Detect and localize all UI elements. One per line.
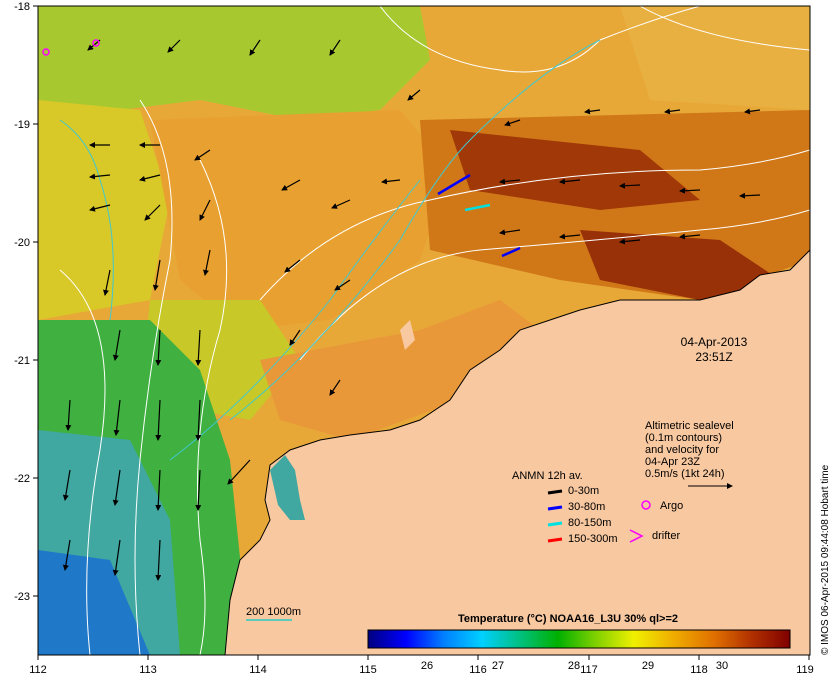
altimetry-line-5: 0.5m/s (1kt 24h) (645, 468, 724, 480)
mooring-arrow-80-150m (464, 203, 491, 212)
sst-green-north (38, 6, 430, 120)
marker-legend: Argo drifter (629, 500, 683, 543)
isobath-label: 200 1000m (246, 606, 301, 618)
colorbar-tick-28: 28 (568, 660, 580, 672)
lon-tick-113: 113 (139, 664, 157, 676)
argo-float-marker-2 (92, 39, 100, 47)
lon-tick-114: 114 (249, 664, 267, 676)
colorbar: Temperature (°C) NOAA16_L3U 30% ql>=2 26… (367, 613, 791, 672)
sst-north-east (620, 6, 810, 110)
lon-tick-112: 112 (29, 664, 47, 676)
isobath-contours (59, 39, 601, 461)
sst-yellow-west (38, 100, 170, 320)
sst-hot-band (450, 130, 700, 210)
land-australia (225, 250, 810, 655)
map-frame (37, 5, 811, 656)
anmn-swatch-150-300m (547, 537, 563, 543)
altimetry-line-1: Altimetric sealevel (645, 420, 734, 432)
colorbar-tick-29: 29 (642, 660, 654, 672)
anmn-title: ANMN 12h av. (512, 470, 583, 482)
argo-float-marker (42, 48, 50, 56)
anmn-mooring-arrows (437, 173, 521, 258)
colorbar-title: Temperature (°C) NOAA16_L3U 30% ql>=2 (458, 613, 678, 625)
island-barrow (400, 320, 415, 350)
lat-axis: -18 -19 -20 -21 -22 -23 (14, 1, 38, 603)
timestamp-time: 23:51Z (695, 350, 732, 364)
anmn-legend: ANMN 12h av. 0-30m 30-80m 80-150m 150-30… (512, 470, 618, 545)
velocity-arrows (62, 39, 761, 581)
anmn-label-30-80m: 30-80m (568, 501, 605, 513)
drifter-legend-icon (629, 529, 644, 543)
drifter-legend-label: drifter (652, 530, 680, 542)
colorbar-tick-30: 30 (716, 660, 728, 672)
anmn-label-80-150m: 80-150m (568, 517, 611, 529)
land-exmouth-gulf-peninsula (270, 455, 305, 520)
sst-orange-central (150, 110, 450, 330)
altimetry-contours (59, 6, 810, 655)
lon-tick-119: 119 (796, 664, 814, 676)
timestamp-date: 04-Apr-2013 (681, 335, 748, 349)
altimetry-line-2: (0.1m contours) (645, 432, 722, 444)
argo-legend-icon (641, 500, 651, 510)
lat-tick-18: -18 (14, 1, 30, 13)
anmn-swatch-0-30m (547, 489, 563, 495)
lat-tick-22: -22 (14, 473, 30, 485)
colorbar-tick-26: 26 (421, 660, 433, 672)
sst-field (38, 6, 810, 655)
sst-blue-south (38, 550, 150, 655)
mooring-arrow-30-80m-2 (501, 246, 521, 258)
anmn-label-150-300m: 150-300m (568, 533, 618, 545)
lon-tick-117: 117 (580, 664, 598, 676)
altimetry-legend: Altimetric sealevel (0.1m contours) and … (645, 420, 734, 489)
altimetry-line-4: 04-Apr 23Z (645, 456, 700, 468)
colorbar-tick-27: 27 (492, 660, 504, 672)
lat-tick-19: -19 (14, 119, 30, 131)
lon-axis: 112 113 114 115 116 117 118 119 (29, 655, 814, 676)
lon-tick-118: 118 (690, 664, 708, 676)
imos-credit: © IMOS 06-Apr-2015 09:44:08 Hobart time (820, 464, 831, 655)
sst-coastal-orange (260, 300, 540, 440)
lat-tick-21: -21 (14, 355, 30, 367)
altimetry-line-3: and velocity for (645, 444, 719, 456)
isobath-legend: 200 1000m (246, 606, 301, 621)
coastline (224, 249, 810, 655)
lat-tick-20: -20 (14, 237, 30, 249)
lat-tick-23: -23 (14, 591, 30, 603)
anmn-label-0-30m: 0-30m (568, 485, 599, 497)
lon-tick-115: 115 (359, 664, 377, 676)
anmn-swatch-80-150m (547, 521, 563, 527)
sst-hot-east (580, 230, 780, 300)
argo-legend-label: Argo (660, 500, 683, 512)
map-panel (38, 6, 810, 655)
anmn-swatch-30-80m (547, 505, 563, 511)
mooring-arrow-30-80m (437, 173, 471, 196)
lon-tick-116: 116 (469, 664, 487, 676)
colorbar-gradient (367, 629, 791, 649)
